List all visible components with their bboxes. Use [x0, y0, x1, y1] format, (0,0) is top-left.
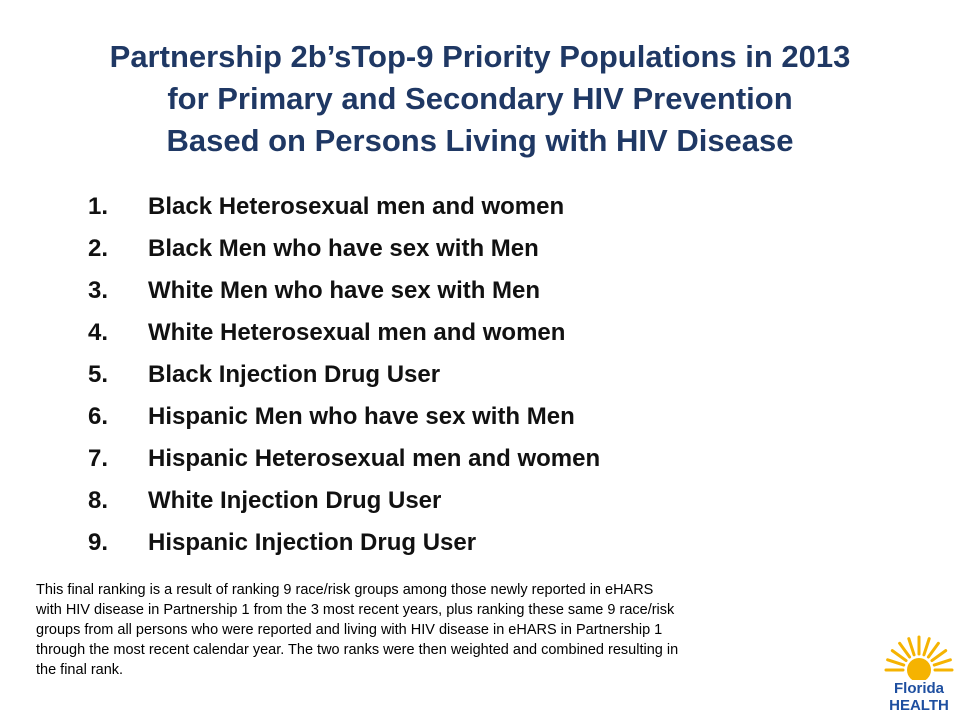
- item-number: 4.: [88, 319, 109, 346]
- sun-icon: [884, 635, 954, 680]
- list-item: 6. Hispanic Men who have sex with Men: [88, 396, 600, 438]
- sun-ray: [898, 641, 912, 659]
- item-number: 6.: [88, 403, 109, 430]
- slide-title: Partnership 2b’sTop-9 Priority Populatio…: [0, 36, 960, 162]
- list-item: 7. Hispanic Heterosexual men and women: [88, 438, 600, 480]
- list-item: 4. White Heterosexual men and women: [88, 312, 600, 354]
- title-line-2: for Primary and Secondary HIV Prevention: [167, 81, 793, 116]
- item-number: 9.: [88, 529, 109, 556]
- item-number: 7.: [88, 445, 109, 472]
- item-label: White Men who have sex with Men: [148, 277, 541, 304]
- list-item: 8. White Injection Drug User: [88, 480, 600, 522]
- item-label: Hispanic Injection Drug User: [148, 529, 477, 556]
- logo-word-florida: Florida: [893, 680, 944, 697]
- list-item: 1. Black Heterosexual men and women: [88, 186, 600, 228]
- item-number: 5.: [88, 361, 109, 388]
- florida-health-logo: Florida HEALTH: [882, 634, 956, 718]
- item-label: Black Injection Drug User: [148, 361, 441, 388]
- title-line-3: Based on Persons Living with HIV Disease: [166, 123, 794, 158]
- sun-ray: [932, 658, 952, 667]
- item-label: Hispanic Men who have sex with Men: [148, 403, 575, 430]
- sun-ray: [886, 658, 906, 667]
- item-number: 3.: [88, 277, 109, 304]
- sun-ray: [930, 649, 948, 663]
- note-line-1: This final ranking is a result of rankin…: [36, 582, 654, 598]
- list-item: 5. Black Injection Drug User: [88, 354, 600, 396]
- item-number: 2.: [88, 235, 109, 262]
- note-line-5: the final rank.: [36, 662, 124, 678]
- item-label: Hispanic Heterosexual men and women: [148, 445, 601, 472]
- note-line-3: groups from all persons who were reporte…: [36, 622, 663, 638]
- item-label: White Injection Drug User: [148, 487, 442, 514]
- ranking-note: This final ranking is a result of rankin…: [36, 580, 876, 680]
- sun-ray: [926, 641, 940, 659]
- sun-ray: [907, 637, 916, 657]
- list-item: 3. White Men who have sex with Men: [88, 270, 600, 312]
- list-item: 9. Hispanic Injection Drug User: [88, 522, 600, 564]
- title-line-1: Partnership 2b’sTop-9 Priority Populatio…: [109, 39, 851, 74]
- logo-word-health: HEALTH: [889, 697, 949, 714]
- list-item: 2. Black Men who have sex with Men: [88, 228, 600, 270]
- sun-ray: [922, 637, 931, 657]
- note-line-4: through the most recent calendar year. T…: [36, 642, 679, 658]
- item-label: Black Men who have sex with Men: [148, 235, 539, 262]
- item-number: 8.: [88, 487, 109, 514]
- item-label: Black Heterosexual men and women: [148, 193, 565, 220]
- note-line-2: with HIV disease in Partnership 1 from t…: [36, 602, 675, 618]
- item-number: 1.: [88, 193, 109, 220]
- item-label: White Heterosexual men and women: [148, 319, 566, 346]
- priority-list: 1. Black Heterosexual men and women 2. Bla…: [88, 186, 600, 564]
- sun-ray: [890, 649, 908, 663]
